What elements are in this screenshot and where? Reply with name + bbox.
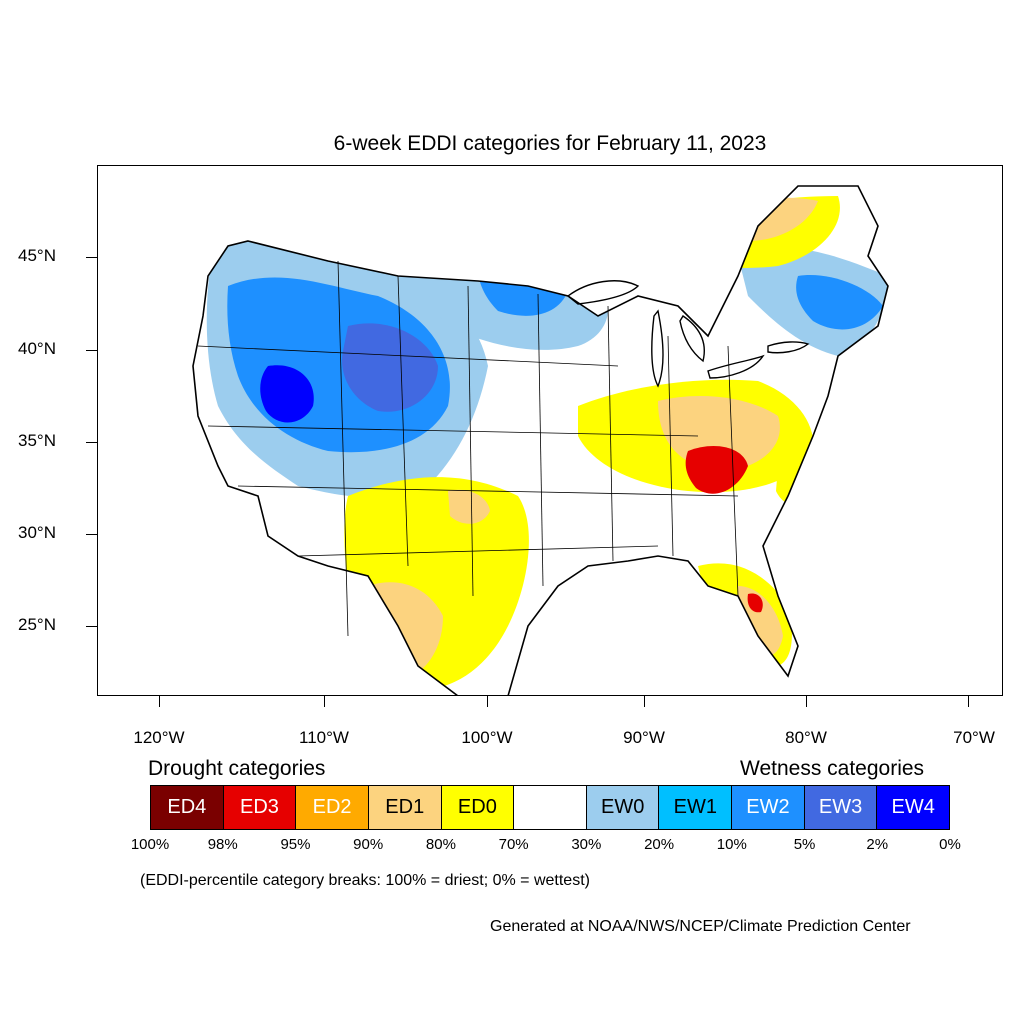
pct-label: 5% xyxy=(793,836,816,853)
lat-tick-25 xyxy=(86,626,97,627)
lat-label-30: 30°N xyxy=(18,523,56,542)
legend-colorbar: ED4 ED3 ED2 ED1 ED0 EW0 EW1 EW2 EW3 EW4 xyxy=(150,785,950,830)
lon-tick-120 xyxy=(159,696,160,707)
wet-region-northeast-ew2 xyxy=(796,275,883,330)
lake-erie xyxy=(707,354,765,379)
pct-label: 100% xyxy=(130,836,170,853)
generated-by-credit: Generated at NOAA/NWS/NCEP/Climate Predi… xyxy=(490,918,911,935)
legend-box-ed4: ED4 xyxy=(151,786,224,829)
legend-box-ew3: EW3 xyxy=(804,786,878,829)
legend-box-ew0: EW0 xyxy=(586,786,660,829)
pct-label: 80% xyxy=(425,836,456,853)
lon-label-120: 120°W xyxy=(133,728,185,747)
category-breaks-note: (EDDI-percentile category breaks: 100% =… xyxy=(140,872,590,889)
lat-tick-45 xyxy=(86,257,97,258)
pct-label: 10% xyxy=(716,836,747,853)
lake-michigan xyxy=(651,309,664,388)
lat-tick-40 xyxy=(86,350,97,351)
legend-box-neutral xyxy=(514,786,587,829)
wet-region-nevada-ew4 xyxy=(260,365,314,423)
lon-tick-90 xyxy=(644,696,645,707)
pct-label: 98% xyxy=(207,836,238,853)
dry-region-florida-ed0 xyxy=(698,563,792,667)
lon-label-70: 70°W xyxy=(953,728,995,747)
lat-tick-30 xyxy=(86,534,97,535)
dry-region-texas-ed3 xyxy=(396,669,417,688)
lake-huron xyxy=(679,315,705,363)
lon-label-110: 110°W xyxy=(299,728,349,747)
lake-superior xyxy=(566,280,640,305)
legend-box-ed0: ED0 xyxy=(441,786,515,829)
dry-region-florida-ed3 xyxy=(747,593,763,613)
state-boundaries xyxy=(197,260,739,637)
lon-tick-110 xyxy=(324,696,325,707)
pct-label: 70% xyxy=(498,836,529,853)
map-title: 6-week EDDI categories for February 11, … xyxy=(333,132,767,155)
pct-label: 2% xyxy=(866,836,889,853)
lat-tick-35 xyxy=(86,442,97,443)
legend-box-ed2: ED2 xyxy=(296,786,369,829)
lat-label-45: 45°N xyxy=(18,246,56,265)
dry-region-ontario-ed3 xyxy=(703,254,727,273)
pct-label: 30% xyxy=(571,836,602,853)
drought-categories-heading: Drought categories xyxy=(148,757,326,780)
pct-label: 90% xyxy=(353,836,384,853)
legend-box-ed3: ED3 xyxy=(223,786,297,829)
lon-tick-80 xyxy=(806,696,807,707)
legend-box-ew2: EW2 xyxy=(732,786,805,829)
dry-region-panhandle-ed1 xyxy=(448,489,490,524)
lon-label-80: 80°W xyxy=(785,728,827,747)
lake-ontario xyxy=(767,341,810,354)
legend-box-ed1: ED1 xyxy=(368,786,442,829)
pct-label: 0% xyxy=(939,836,961,853)
map-panel xyxy=(97,165,1003,696)
lat-label-25: 25°N xyxy=(18,615,56,634)
lon-label-90: 90°W xyxy=(623,728,665,747)
legend-box-ew4: EW4 xyxy=(877,786,950,829)
lon-label-100: 100°W xyxy=(461,728,513,747)
wet-region-rockies-ew3 xyxy=(342,323,438,412)
pct-label: 95% xyxy=(280,836,311,853)
eddi-map xyxy=(192,185,889,695)
wetness-categories-heading: Wetness categories xyxy=(740,757,925,780)
legend-box-ew1: EW1 xyxy=(659,786,733,829)
conus-outline xyxy=(192,185,889,695)
lon-tick-100 xyxy=(487,696,488,707)
eddi-shading xyxy=(193,186,888,695)
lat-label-35: 35°N xyxy=(18,431,56,450)
pct-label: 20% xyxy=(644,836,675,853)
lat-label-40: 40°N xyxy=(18,339,56,358)
lon-tick-70 xyxy=(968,696,969,707)
